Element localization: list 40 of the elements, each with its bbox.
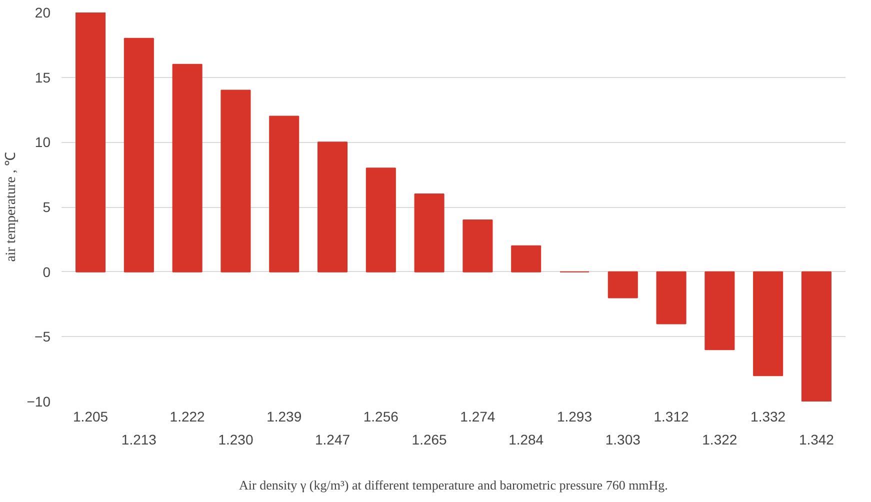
x-tick-label: 1.274 [460,408,496,424]
y-tick-label: 5 [42,199,51,215]
x-tick-label: 1.293 [556,408,592,424]
bar [462,219,493,272]
x-tick-label: 1.222 [170,408,206,424]
bar [220,90,251,272]
bar [76,12,106,272]
y-tick-label: −10 [26,394,51,410]
y-axis-title: air temperature , ℃ [4,152,19,262]
bar [269,116,300,272]
x-axis-title: Air density γ (kg/m³) at different temperature and barometric pressure 760 mmHg. [239,478,668,492]
x-tick-label: 1.230 [218,432,254,448]
x-tick-label: 1.265 [412,432,448,448]
bar [704,271,735,350]
x-tick-label: 1.205 [73,408,108,424]
x-tick-label: 1.312 [654,408,690,424]
bar [366,168,396,272]
bar [414,194,444,272]
x-tick-label: 1.247 [314,432,350,448]
bar [656,271,686,324]
bar [317,142,348,272]
bar [511,245,542,272]
x-tick-label: 1.342 [798,432,834,448]
y-tick-label: 15 [34,69,51,86]
bar [608,271,638,298]
y-tick-label: 10 [34,134,51,150]
x-tick-label: 1.284 [508,432,544,448]
x-tick-label: 1.332 [750,408,786,424]
bar [172,64,202,272]
y-tick-label: −5 [34,328,51,345]
bar [801,271,832,402]
bar [124,38,154,272]
x-tick-label: 1.213 [121,432,157,448]
x-tick-label: 1.303 [605,432,641,448]
bar [753,271,784,376]
x-tick-label: 1.256 [363,408,399,424]
x-tick-label: 1.322 [702,432,738,448]
x-tick-label: 1.239 [266,408,302,424]
y-tick-label: 20 [34,4,51,20]
y-tick-label: 0 [42,264,51,280]
